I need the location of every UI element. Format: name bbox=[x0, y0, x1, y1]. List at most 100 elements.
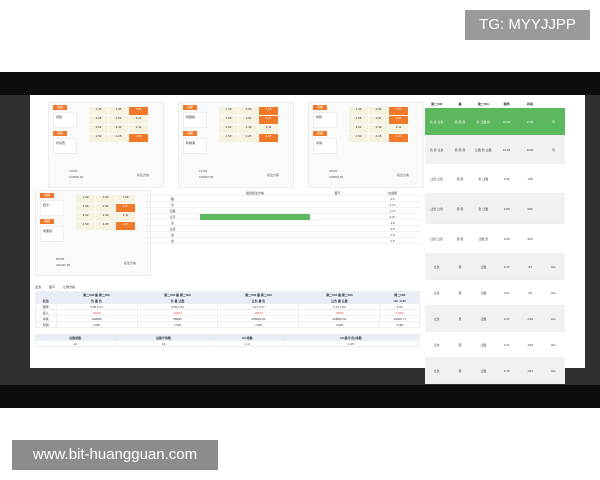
odds-cell[interactable]: 4.25 bbox=[109, 134, 128, 142]
list-item[interactable]: 让负 曼 让胜 3.47 -87 HG bbox=[425, 254, 565, 280]
table-row: 组合投注方案 盈亏 总金额 bbox=[145, 190, 420, 196]
odds-cell[interactable]: 2.95 bbox=[369, 107, 388, 115]
cell-c: 让胜 负 bbox=[478, 236, 489, 241]
summary-value: 1.45 bbox=[281, 340, 421, 347]
odds-cell[interactable]: 2.08 bbox=[89, 116, 108, 124]
odds-cell[interactable]: 2.08 bbox=[76, 204, 95, 212]
odds-cell[interactable]: 3.02 bbox=[89, 125, 108, 133]
list-item[interactable]: 让负 让负 曼 曼 负 让胜 4.83 683 bbox=[425, 194, 565, 224]
cell: 总金额 bbox=[387, 191, 397, 195]
summary-value: 2.2 bbox=[211, 340, 283, 347]
odds-cell[interactable]: 4.15 bbox=[389, 134, 408, 142]
list-item[interactable]: 让负 曼 让胜 3.47 -192 HG bbox=[425, 306, 565, 332]
odds-cell[interactable]: 3.49 bbox=[109, 125, 128, 133]
odds-cell[interactable]: 4.25 bbox=[369, 134, 388, 142]
cell-odds: 4.83 bbox=[503, 236, 510, 241]
odds-cell[interactable]: 4.25 bbox=[96, 222, 115, 230]
cell-c: 负 让胜 bbox=[478, 206, 489, 211]
cell-profit: 1232 bbox=[526, 147, 534, 152]
odds-cell[interactable]: 2.95 bbox=[96, 195, 115, 203]
list-item[interactable]: 让负 曼 让胜 3.72 -221 HG bbox=[425, 358, 565, 384]
odds-cell[interactable]: 4.15 bbox=[129, 134, 148, 142]
list-item[interactable]: 负 负 让负 曼 曼 曼 负 让胜 负 10.95 1746 可 bbox=[425, 108, 565, 136]
odds-cell[interactable]: 7.63 bbox=[116, 195, 135, 203]
odds-cell[interactable]: 2.11 bbox=[259, 125, 278, 133]
away-team: 埃弗顿 bbox=[40, 226, 64, 242]
odds-cell[interactable]: 3.49 bbox=[369, 125, 388, 133]
tg-watermark: TG: MYYJJPP bbox=[465, 10, 590, 40]
cell-a: 让负 bbox=[433, 316, 440, 321]
odds-cell[interactable]: 2.95 bbox=[239, 107, 258, 115]
odds-cell[interactable]: 3.27 bbox=[259, 116, 278, 124]
odds-cell[interactable]: 2.52 bbox=[109, 116, 128, 124]
odds-cell[interactable]: 2.08 bbox=[219, 116, 238, 124]
cell-c: 让胜 bbox=[480, 368, 487, 373]
cell: 2.27 bbox=[389, 215, 396, 219]
odds-cell[interactable]: 2.52 bbox=[369, 116, 388, 124]
odds-cell[interactable]: 1.50 bbox=[89, 134, 108, 142]
list-item[interactable]: 让负 曼 让胜 3.47 -192 HG bbox=[425, 332, 565, 358]
filter-radio[interactable]: 全选 bbox=[35, 285, 42, 289]
odds-cell[interactable]: 4.15 bbox=[116, 222, 135, 230]
odds-cell[interactable]: 3.27 bbox=[129, 116, 148, 124]
cell: 胜 bbox=[170, 197, 174, 201]
list-item[interactable]: 让负 曼 让胜 3.47 -97 HG bbox=[425, 280, 565, 306]
odds-cell[interactable]: 3.49 bbox=[239, 125, 258, 133]
odds-cell[interactable]: 2.95 bbox=[109, 107, 128, 115]
odds-cell[interactable]: 3.02 bbox=[76, 213, 95, 221]
odds-cell[interactable]: 4.25 bbox=[239, 134, 258, 142]
cell-odds: 3.72 bbox=[503, 368, 510, 373]
cell-profit: 1746 bbox=[526, 119, 534, 124]
header-cell: 周二008 bbox=[431, 102, 443, 106]
cell-x: HG bbox=[551, 290, 556, 295]
odds-cell[interactable]: 4.15 bbox=[259, 134, 278, 142]
list-item[interactable]: 让负 让负 曼 曼 负 让胜 4.83 748 bbox=[425, 164, 565, 194]
stake: 85555 bbox=[56, 257, 65, 261]
odds-cell[interactable]: 2.08 bbox=[349, 116, 368, 124]
odds-cell[interactable]: 2.11 bbox=[116, 213, 135, 221]
odds-cell[interactable]: 2.11 bbox=[129, 125, 148, 133]
cell-a: 让负 让负 bbox=[430, 176, 444, 181]
odds-cell[interactable]: 2.52 bbox=[239, 116, 258, 124]
table-row: 让平 2.27 bbox=[145, 214, 420, 220]
league-tag: 英超 bbox=[183, 105, 197, 110]
odds-cell[interactable]: 1.49 bbox=[219, 107, 238, 115]
cell-x: HG bbox=[551, 342, 556, 347]
cell: 2.17 bbox=[389, 209, 396, 213]
odds-cell[interactable]: 7.63 bbox=[389, 107, 408, 115]
odds-cell[interactable]: 1.50 bbox=[349, 134, 368, 142]
cell bbox=[310, 238, 365, 244]
odds-cell[interactable]: 3.02 bbox=[219, 125, 238, 133]
odds-cell[interactable]: 1.50 bbox=[219, 134, 238, 142]
odds-cell[interactable]: 3.02 bbox=[349, 125, 368, 133]
odds-cell[interactable]: 1.49 bbox=[76, 195, 95, 203]
filter-radio[interactable]: 胜平 bbox=[49, 285, 56, 289]
cell-odds: 10.84 bbox=[502, 147, 511, 152]
cell: 4.6 bbox=[390, 197, 395, 201]
cell-x: 可 bbox=[551, 119, 555, 124]
plan-button[interactable]: 投注方案 bbox=[267, 173, 280, 177]
odds-cell[interactable]: 7.63 bbox=[129, 107, 148, 115]
list-item[interactable]: 负 负 让负 曼 曼 曼 让胜 负 让胜 10.84 1232 可 bbox=[425, 136, 565, 164]
filter-radio[interactable]: 让球方案 bbox=[63, 285, 76, 289]
odds-cell[interactable]: 1.49 bbox=[89, 107, 108, 115]
cell: 1.5 bbox=[390, 233, 395, 237]
odds-cell[interactable]: 3.27 bbox=[389, 116, 408, 124]
table-row: 总 1.5 bbox=[145, 232, 420, 238]
odds-cell[interactable]: 2.11 bbox=[389, 125, 408, 133]
odds-cell[interactable]: 7.63 bbox=[259, 107, 278, 115]
odds-cell[interactable]: 3.49 bbox=[96, 213, 115, 221]
odds-cell[interactable]: 3.27 bbox=[116, 204, 135, 212]
odds-cell[interactable]: 1.50 bbox=[76, 222, 95, 230]
list-item[interactable]: 让负 让负 曼 曼 让胜 负 4.83 526 bbox=[425, 224, 565, 254]
odds-cell[interactable]: 2.52 bbox=[96, 204, 115, 212]
plan-button[interactable]: 投注方案 bbox=[137, 173, 150, 177]
plan-button[interactable]: 投注方案 bbox=[124, 261, 137, 265]
table-row: 平 2.17 bbox=[145, 202, 420, 208]
cell-x: 可 bbox=[551, 147, 555, 152]
league-tag: 英超 bbox=[313, 105, 327, 110]
odds-cell[interactable]: 1.49 bbox=[349, 107, 368, 115]
summary-panel: 全选 胜平 让球方案 周二008 曼 周二009 周二008 曼 周二009 周二008 … bbox=[34, 285, 421, 355]
cell: 1.8 bbox=[390, 221, 395, 225]
plan-button[interactable]: 投注方案 bbox=[397, 173, 410, 177]
